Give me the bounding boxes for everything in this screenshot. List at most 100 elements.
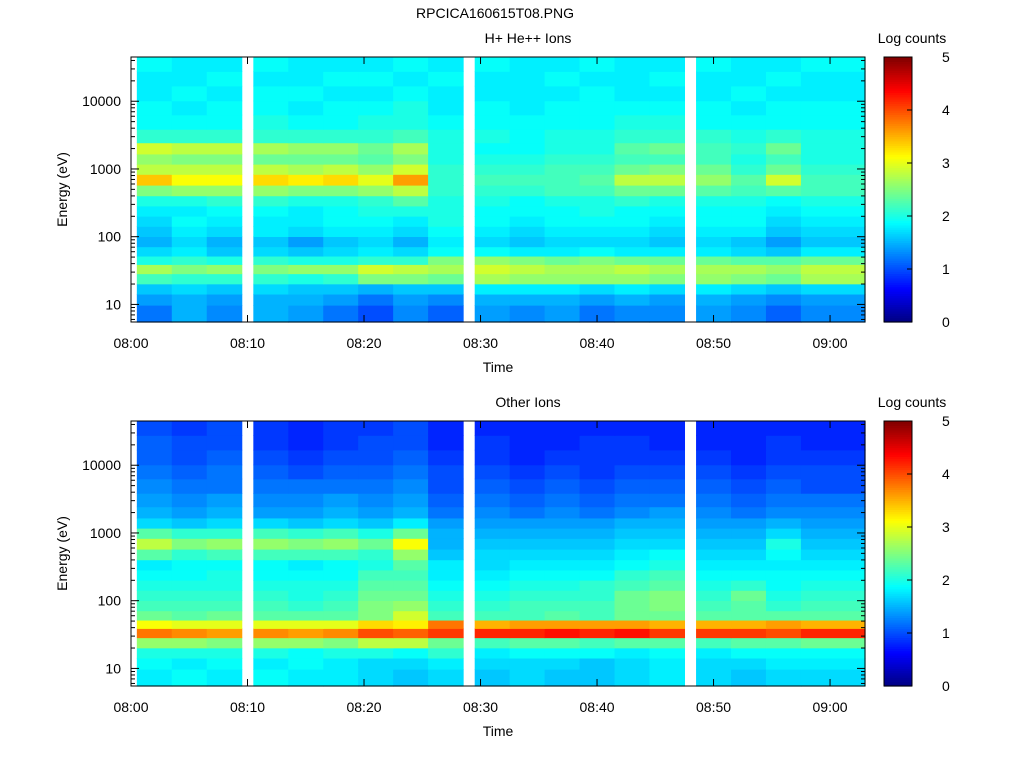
heatmap-cell: [731, 657, 767, 670]
heatmap-cell: [800, 255, 866, 265]
heatmap-cell: [731, 57, 767, 72]
heatmap-cell: [136, 619, 173, 629]
colorbar-segment: [884, 198, 912, 202]
heatmap-cell: [206, 273, 243, 285]
heatmap-cell: [509, 283, 546, 295]
heatmap-cell: [800, 273, 866, 285]
heatmap-cell: [765, 590, 802, 601]
heatmap-cell: [288, 195, 324, 207]
heatmap-cell: [696, 600, 732, 612]
colorbar-segment: [884, 297, 912, 301]
heatmap-cell: [428, 226, 464, 237]
heatmap-cell: [614, 637, 651, 649]
heatmap-cell: [731, 421, 767, 436]
heatmap-cell: [614, 559, 651, 571]
heatmap-cell: [136, 264, 173, 275]
heatmap-cell: [649, 669, 686, 687]
heatmap-cell: [544, 174, 581, 186]
heatmap-cell: [253, 421, 289, 436]
heatmap-cell: [731, 628, 767, 639]
heatmap-cell: [136, 506, 173, 519]
heatmap-cell: [800, 669, 866, 687]
heatmap-cell: [800, 226, 866, 237]
heatmap-cell: [579, 580, 616, 591]
heatmap-cell: [323, 273, 359, 285]
heatmap-cell: [800, 246, 866, 257]
colorbar-segment: [884, 165, 912, 169]
heatmap-cell: [731, 580, 767, 591]
colorbar-segment: [884, 295, 912, 299]
heatmap-cell: [428, 164, 464, 175]
heatmap-cell: [649, 293, 686, 306]
colorbar-segment: [884, 262, 912, 266]
heatmap-cell: [509, 236, 546, 248]
heatmap-cell: [206, 600, 243, 612]
heatmap-cell: [136, 493, 173, 508]
heatmap-cell: [474, 619, 511, 629]
colorbar-tick-label: 4: [942, 466, 950, 482]
heatmap-cell: [614, 195, 651, 207]
colorbar-segment: [884, 639, 912, 643]
heatmap-cell: [288, 142, 324, 155]
heatmap-cell: [800, 610, 866, 621]
heatmap-cell: [649, 464, 686, 480]
heatmap-cell: [614, 216, 651, 227]
heatmap-cell: [136, 153, 173, 165]
heatmap-cell: [136, 216, 173, 227]
heatmap-cell: [288, 647, 324, 659]
heatmap-cell: [393, 506, 429, 519]
colorbar-segment: [884, 286, 912, 290]
colorbar-segment: [884, 163, 912, 166]
colorbar-segment: [884, 315, 912, 319]
heatmap-cell: [428, 57, 464, 72]
heatmap-cell: [206, 57, 243, 72]
heatmap-cell: [649, 255, 686, 265]
heatmap-cell: [649, 174, 686, 186]
heatmap-cell: [579, 517, 616, 529]
heatmap-cell: [579, 142, 616, 155]
colorbar-segment: [884, 105, 912, 109]
heatmap-cell: [136, 129, 173, 144]
heatmap-cell: [253, 255, 289, 265]
x-tick-label: 08:30: [463, 335, 498, 351]
colorbar-segment: [884, 253, 912, 257]
heatmap-cell: [171, 71, 208, 87]
heatmap-cell: [393, 580, 429, 591]
heatmap-cell: [765, 195, 802, 207]
heatmap-cell: [731, 264, 767, 275]
colorbar-tick-label: 3: [942, 155, 950, 171]
heatmap-cell: [323, 478, 359, 494]
heatmap-cell: [428, 478, 464, 494]
colorbar-segment: [884, 81, 912, 85]
heatmap-cell: [731, 493, 767, 508]
heatmap-cell: [171, 421, 208, 436]
heatmap-cell: [474, 610, 511, 621]
heatmap-cell: [474, 657, 511, 670]
heatmap-cell: [800, 493, 866, 508]
heatmap-cell: [171, 100, 208, 116]
heatmap-cell: [428, 273, 464, 285]
heatmap-cell: [136, 538, 173, 550]
colorbar-segment: [884, 449, 912, 453]
colorbar-segment: [884, 299, 912, 303]
colorbar-segment: [884, 650, 912, 654]
heatmap-cell: [428, 71, 464, 87]
heatmap-cell: [800, 164, 866, 175]
heatmap-cell: [253, 559, 289, 571]
heatmap-cell: [288, 517, 324, 529]
heatmap-cell: [579, 236, 616, 248]
heatmap-cell: [765, 236, 802, 248]
heatmap-cell: [206, 305, 243, 323]
heatmap-cell: [171, 226, 208, 237]
heatmap-cell: [358, 600, 394, 612]
heatmap-cell: [474, 669, 511, 687]
heatmap-cell: [206, 559, 243, 571]
colorbar-segment: [884, 211, 912, 215]
heatmap-cell: [474, 195, 511, 207]
heatmap-cell: [649, 246, 686, 257]
heatmap-cell: [509, 669, 546, 687]
heatmap-cell: [288, 255, 324, 265]
colorbar-segment: [884, 531, 912, 535]
heatmap-cell: [206, 142, 243, 155]
colorbar-segment: [884, 469, 912, 473]
